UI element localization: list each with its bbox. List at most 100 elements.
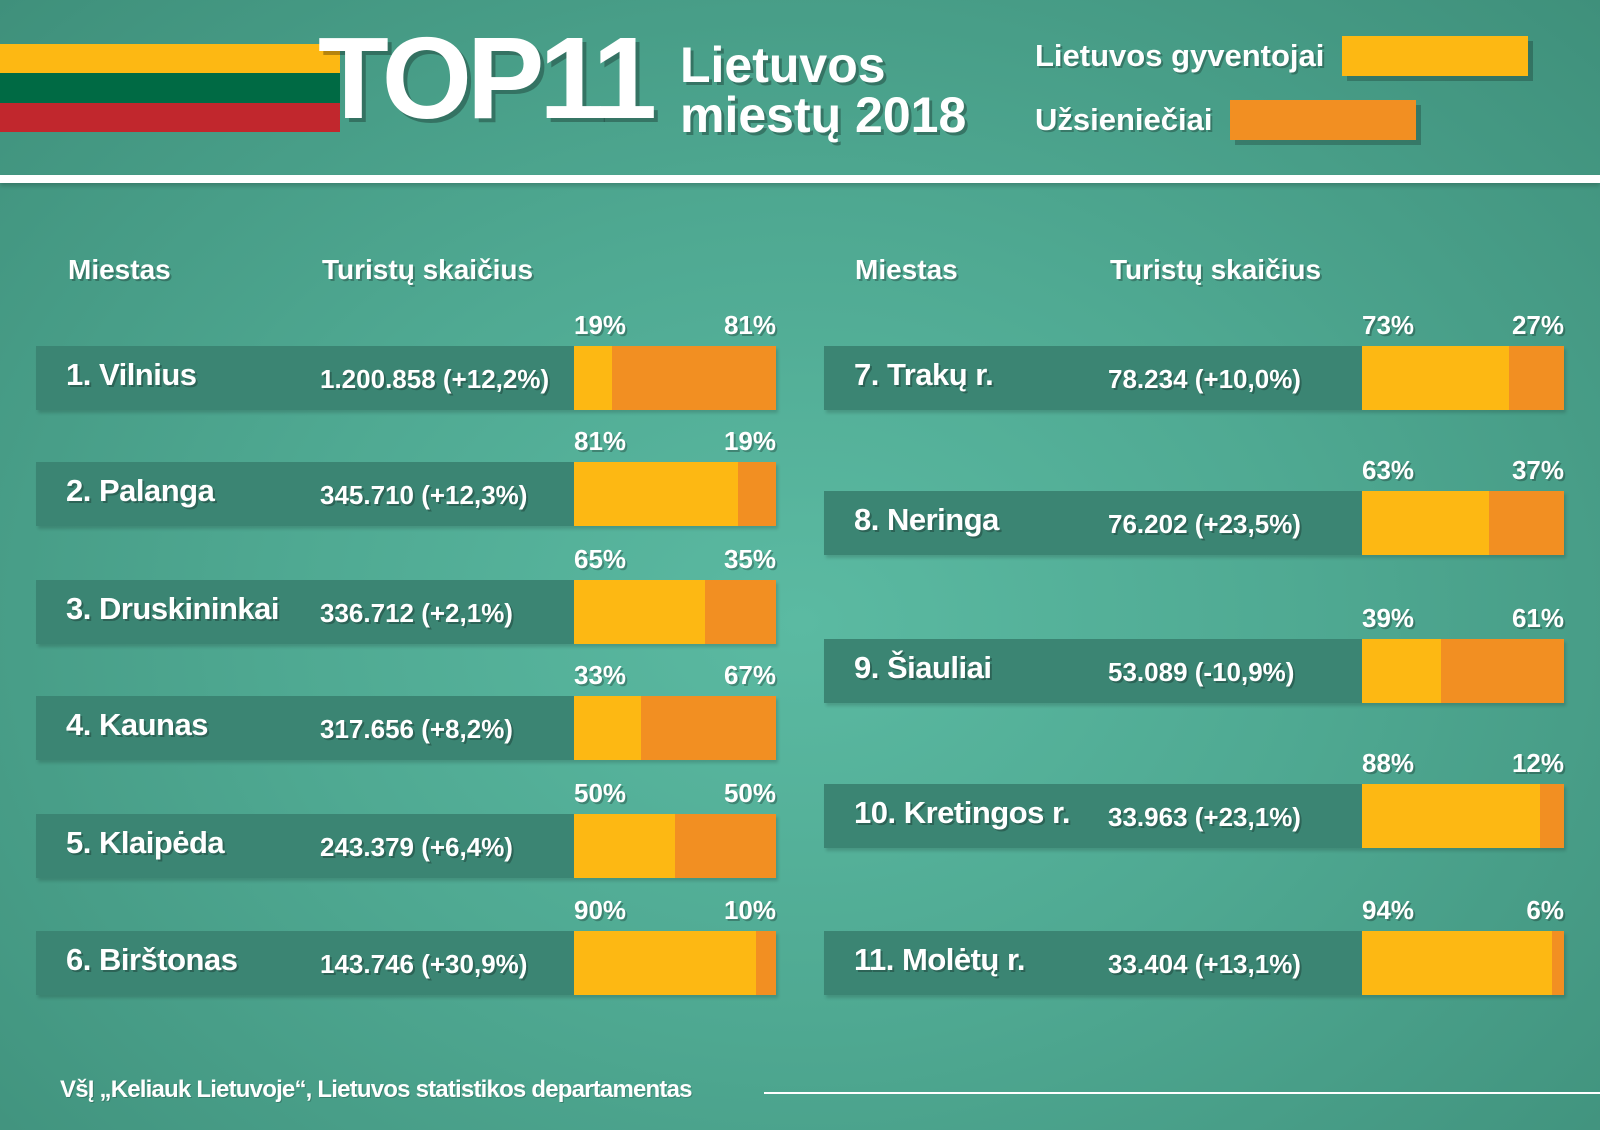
pct-label-local: 50% [574, 778, 627, 808]
tourist-count: 243.379 (+6,4%) [320, 832, 513, 862]
pct-label-foreign: 10% [723, 895, 776, 925]
pct-label-local: 65% [574, 544, 627, 574]
table-row: 3. Druskininkai 336.712 (+2,1%) 65% 35% [36, 544, 776, 644]
table-row: 8. Neringa 76.202 (+23,5%) 63% 37% [824, 455, 1564, 555]
city-name: 5. Klaipėda [66, 825, 225, 860]
left-col-header-tourists: Turistų skaičius [322, 254, 534, 285]
pct-label-foreign: 12% [1511, 748, 1564, 778]
stacked-bar [574, 580, 776, 644]
stacked-bar [1362, 639, 1564, 703]
tourist-count: 76.202 (+23,5%) [1108, 509, 1301, 539]
city-name: 8. Neringa [854, 502, 999, 537]
stacked-bar [574, 814, 776, 878]
tourist-count: 33.963 (+23,1%) [1108, 802, 1301, 832]
pct-label-local: 63% [1362, 455, 1415, 485]
city-name: 1. Vilnius [66, 357, 197, 392]
lithuanian-flag-icon [0, 44, 340, 132]
stacked-bar [1362, 784, 1564, 848]
tourist-count: 345.710 (+12,3%) [320, 480, 528, 510]
stacked-bar [574, 462, 776, 526]
bar-segment-foreign [755, 931, 776, 995]
table-row: 9. Šiauliai 53.089 (-10,9%) 39% 61% [824, 603, 1564, 703]
legend-foreign-swatch [1230, 100, 1417, 140]
bar-segment-foreign [1489, 491, 1564, 555]
subtitle-line-2: miestų 2018 [680, 87, 967, 143]
city-name: 6. Birštonas [66, 942, 238, 977]
page-subtitle: Lietuvos miestų 2018 [680, 40, 966, 140]
pct-label-local: 88% [1362, 748, 1415, 778]
bar-segment-foreign [612, 346, 776, 410]
pct-label-local: 90% [574, 895, 627, 925]
bar-segment-foreign [1551, 931, 1564, 995]
table-row: 4. Kaunas 317.656 (+8,2%) 33% 67% [36, 660, 776, 760]
table-row: 6. Birštonas 143.746 (+30,9%) 90% 10% [36, 895, 776, 995]
bar-segment-local [574, 931, 756, 995]
bar-segment-local [1362, 639, 1441, 703]
stacked-bar [1362, 931, 1564, 995]
bar-segment-foreign [705, 580, 776, 644]
stacked-bar [574, 346, 776, 410]
pct-label-local: 81% [574, 426, 627, 456]
bar-segment-local [574, 696, 641, 760]
pct-label-foreign: 81% [723, 310, 776, 340]
city-name: 2. Palanga [66, 473, 215, 508]
tourist-count: 1.200.858 (+12,2%) [320, 364, 550, 394]
pct-label-foreign: 27% [1511, 310, 1564, 340]
bar-segment-local [574, 814, 675, 878]
tourist-count: 317.656 (+8,2%) [320, 714, 513, 744]
pct-label-local: 19% [574, 310, 627, 340]
table-row: 10. Kretingos r. 33.963 (+23,1%) 88% 12% [824, 748, 1564, 848]
city-name: 9. Šiauliai [854, 650, 992, 685]
bar-segment-foreign [675, 814, 776, 878]
right-col-header-city: Miestas [855, 254, 958, 285]
stacked-bar [574, 696, 776, 760]
bar-segment-foreign [1440, 639, 1564, 703]
stacked-bar [574, 931, 776, 995]
stacked-bar [1362, 491, 1564, 555]
city-name: 3. Druskininkai [66, 591, 280, 626]
stacked-bar [1362, 346, 1564, 410]
bar-segment-foreign [737, 462, 776, 526]
pct-label-foreign: 61% [1511, 603, 1564, 633]
pct-label-foreign: 19% [723, 426, 776, 456]
city-name: 7. Trakų r. [854, 357, 994, 392]
tourist-count: 33.404 (+13,1%) [1108, 949, 1301, 979]
pct-label-local: 39% [1362, 603, 1415, 633]
table-row: 1. Vilnius 1.200.858 (+12,2%) 19% 81% [36, 310, 776, 410]
legend-foreign-label: Užsieniečiai [1035, 102, 1213, 137]
pct-label-foreign: 35% [723, 544, 776, 574]
bar-segment-foreign [640, 696, 776, 760]
city-name: 10. Kretingos r. [854, 795, 1070, 830]
table-row: 7. Trakų r. 78.234 (+10,0%) 73% 27% [824, 310, 1564, 410]
table-row: 2. Palanga 345.710 (+12,3%) 81% 19% [36, 426, 776, 526]
tourist-count: 336.712 (+2,1%) [320, 598, 513, 628]
tourist-count: 78.234 (+10,0%) [1108, 364, 1301, 394]
tourist-count: 143.746 (+30,9%) [320, 949, 528, 979]
header-divider [0, 175, 1600, 183]
table-row: 5. Klaipėda 243.379 (+6,4%) 50% 50% [36, 778, 776, 878]
legend-foreign: Užsieniečiai [1035, 100, 1417, 140]
bar-segment-foreign [1509, 346, 1564, 410]
bar-segment-local [1362, 931, 1552, 995]
bar-segment-local [574, 462, 738, 526]
subtitle-line-1: Lietuvos [680, 37, 886, 93]
bar-segment-foreign [1539, 784, 1564, 848]
pct-label-local: 94% [1362, 895, 1415, 925]
pct-label-local: 73% [1362, 310, 1415, 340]
city-name: 11. Molėtų r. [854, 942, 1025, 977]
city-name: 4. Kaunas [66, 707, 208, 742]
flag-stripe-green [0, 73, 340, 103]
bar-segment-local [574, 346, 613, 410]
flag-stripe-red [0, 102, 340, 132]
legend-local-label: Lietuvos gyventojai [1035, 38, 1325, 73]
pct-label-foreign: 50% [723, 778, 776, 808]
table-row: 11. Molėtų r. 33.404 (+13,1%) 94% 6% [824, 895, 1564, 995]
legend-local: Lietuvos gyventojai [1035, 36, 1529, 76]
pct-label-local: 33% [574, 660, 627, 690]
pct-label-foreign: 67% [723, 660, 776, 690]
pct-label-foreign: 6% [1526, 895, 1564, 925]
bar-segment-local [574, 580, 706, 644]
bar-segment-local [1362, 491, 1490, 555]
legend-local-swatch [1342, 36, 1529, 76]
footer-line [764, 1092, 1600, 1094]
